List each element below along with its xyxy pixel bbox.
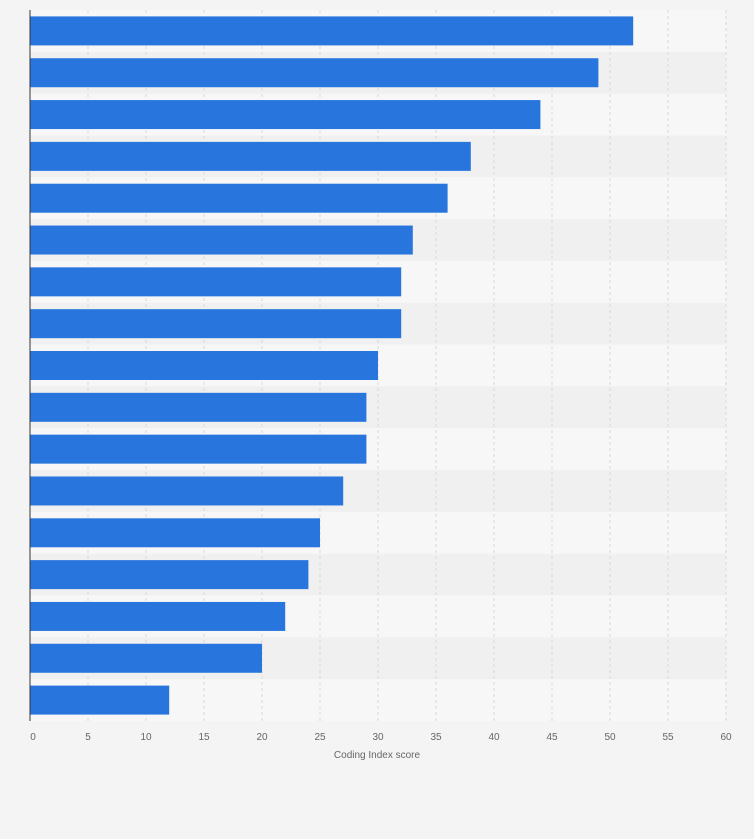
x-tick-label: 40 (488, 732, 500, 743)
bar (30, 16, 634, 46)
x-tick-label: 25 (314, 732, 326, 743)
bar (30, 560, 309, 590)
bar (30, 183, 448, 213)
bar (30, 434, 367, 464)
x-tick-label: 15 (198, 732, 210, 743)
x-tick-label: 0 (30, 732, 36, 743)
x-tick-labels: 0 5 10 15 20 25 30 35 40 45 50 55 60 (30, 732, 732, 743)
x-tick-label: 60 (720, 732, 732, 743)
bar (30, 601, 286, 631)
x-tick-label: 50 (604, 732, 616, 743)
bar (30, 518, 320, 548)
bar (30, 141, 471, 171)
x-axis-title: Coding Index score (334, 750, 421, 761)
x-tick-label: 45 (546, 732, 558, 743)
bar (30, 351, 378, 380)
bar (30, 392, 367, 422)
x-tick-label: 55 (662, 732, 674, 743)
bar (30, 267, 402, 297)
x-tick-label: 5 (85, 732, 91, 743)
bars (30, 16, 634, 715)
bar (30, 685, 170, 715)
x-tick-label: 10 (140, 732, 152, 743)
x-tick-label: 35 (430, 732, 442, 743)
x-tick-label: 20 (256, 732, 268, 743)
bar (30, 225, 413, 255)
x-tick-label: 30 (372, 732, 384, 743)
bar (30, 643, 262, 673)
bar (30, 476, 344, 506)
bar (30, 100, 541, 130)
bar (30, 309, 402, 339)
bar (30, 58, 599, 88)
